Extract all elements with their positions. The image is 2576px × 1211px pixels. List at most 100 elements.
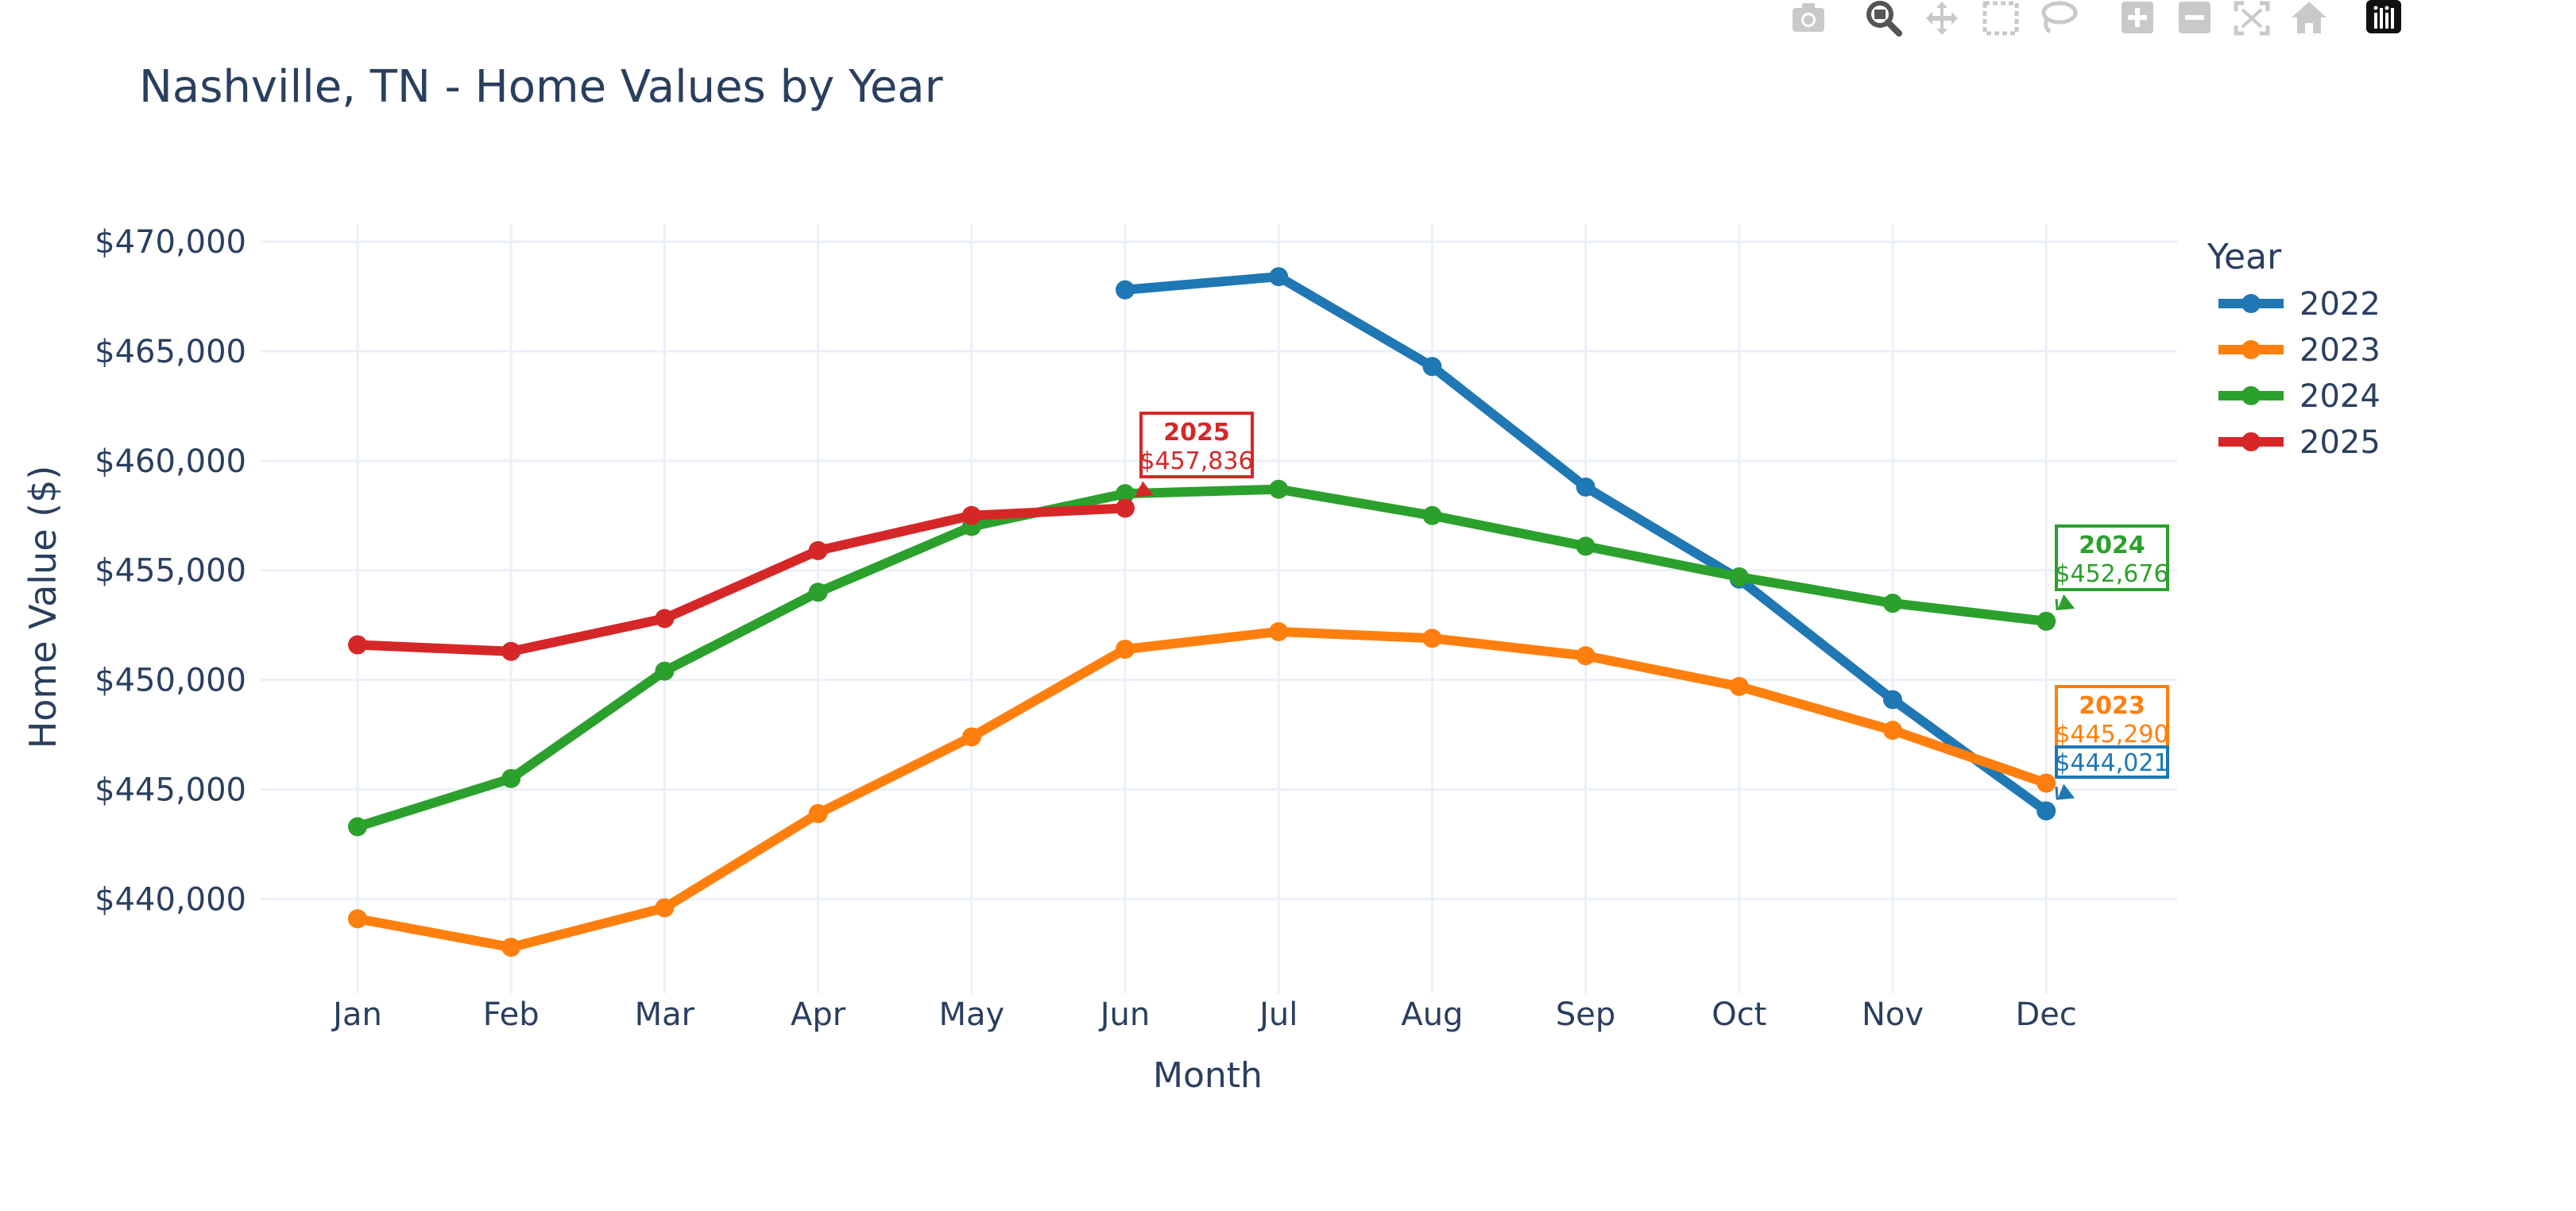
legend[interactable]: Year 2022 2023 2024 2025 [2207, 237, 2381, 461]
data-point[interactable] [1883, 594, 1902, 613]
y-tick-label: $465,000 [95, 334, 246, 370]
legend-label: 2025 [2299, 424, 2381, 461]
box-select-icon[interactable] [1980, 0, 2021, 37]
x-tick-label: Aug [1401, 996, 1463, 1033]
data-point[interactable] [1883, 721, 1902, 741]
x-tick-label: Jan [331, 996, 382, 1033]
x-tick-label: Dec [2015, 996, 2076, 1033]
data-point[interactable] [1883, 690, 1902, 710]
data-point[interactable] [1422, 357, 1442, 377]
data-point[interactable] [2036, 801, 2056, 821]
x-tick-label: Oct [1712, 996, 1766, 1033]
annotation-arrow [2055, 598, 2059, 610]
data-point[interactable] [655, 661, 675, 681]
x-tick-label: May [938, 996, 1004, 1033]
lasso-icon[interactable] [2037, 0, 2079, 37]
annotation-2022: $444,0212022 [2055, 745, 2169, 800]
x-axis-ticks: Jan Feb Mar Apr May Jun Jul Aug Sep Oct Nov Dec [331, 996, 2077, 1033]
zoom-in-icon[interactable] [2117, 0, 2158, 37]
data-point[interactable] [501, 938, 521, 958]
x-tick-label: Feb [483, 996, 540, 1033]
data-point[interactable] [1576, 646, 1595, 666]
data-point[interactable] [2036, 773, 2056, 793]
annotation-year: 2024 [2079, 532, 2145, 559]
data-point[interactable] [808, 803, 828, 823]
data-point[interactable] [961, 505, 981, 525]
series-line-2024 [353, 484, 2052, 832]
data-point[interactable] [808, 540, 828, 560]
annotation-year: 2025 [1163, 419, 1230, 447]
x-axis-label: Month [1153, 1055, 1263, 1096]
x-tick-label: Apr [791, 996, 846, 1033]
series-line-2023 [353, 626, 2052, 953]
data-point[interactable] [655, 898, 675, 918]
legend-title: Year [2207, 237, 2282, 277]
y-axis-ticks: $440,000 $445,000 $450,000 $455,000 $460,000… [95, 224, 246, 918]
legend-swatch-marker [2241, 386, 2261, 405]
annotation-value: $457,836 [1139, 447, 1253, 475]
legend-swatch-marker [2241, 340, 2261, 359]
annotation-box [1139, 412, 1254, 478]
data-point[interactable] [1116, 498, 1135, 518]
data-point[interactable] [1269, 267, 1289, 287]
zoom-icon[interactable] [1862, 0, 1904, 37]
data-point[interactable] [1269, 479, 1289, 499]
data-point[interactable] [1729, 567, 1749, 587]
x-tick-label: Mar [635, 996, 695, 1033]
data-point[interactable] [961, 727, 981, 747]
data-point[interactable] [1116, 280, 1135, 300]
annotation-value: $452,676 [2055, 560, 2168, 588]
data-point[interactable] [1729, 676, 1749, 696]
autoscale-icon[interactable] [2231, 0, 2272, 37]
annotation-arrowhead [2057, 783, 2075, 800]
data-point[interactable] [348, 909, 367, 929]
annotations: 2025$457,836 2024$452,676 2023$445,290$444… [1135, 412, 2169, 800]
data-point[interactable] [2036, 611, 2056, 631]
data-point[interactable] [1269, 621, 1289, 641]
x-tick-label: Nov [1862, 996, 1924, 1033]
data-point[interactable] [501, 768, 521, 788]
camera-icon[interactable] [1788, 0, 1829, 37]
annotation-2025: 2025$457,836 [1135, 412, 1254, 498]
legend-label: 2022 [2299, 286, 2381, 323]
legend-label: 2023 [2299, 332, 2381, 369]
data-point[interactable] [1116, 484, 1135, 504]
legend-label: 2024 [2299, 378, 2381, 415]
data-point[interactable] [1576, 477, 1595, 497]
series-2022 [1116, 267, 2056, 821]
data-point[interactable] [1116, 640, 1135, 660]
data-point[interactable] [348, 817, 367, 837]
annotation-arrowhead [1136, 481, 1154, 497]
pan-icon[interactable] [1921, 0, 1963, 37]
legend-item-2022[interactable]: 2022 [2218, 286, 2381, 323]
data-point[interactable] [1422, 505, 1442, 525]
legend-item-2023[interactable]: 2023 [2218, 332, 2381, 369]
reset-axes-icon[interactable] [2288, 0, 2330, 37]
legend-item-2024[interactable]: 2024 [2218, 378, 2381, 415]
data-point[interactable] [655, 609, 675, 629]
modebar [1772, 0, 2408, 40]
legend-swatch-marker [2241, 432, 2261, 451]
y-tick-label: $460,000 [95, 443, 246, 480]
y-axis-label: Home Value ($) [21, 466, 64, 749]
series-2024 [348, 479, 2056, 837]
data-point[interactable] [501, 641, 521, 661]
series-layer [348, 267, 2056, 958]
y-tick-label: $440,000 [95, 881, 246, 918]
annotation-arrowhead [2057, 594, 2075, 610]
annotation-box [2055, 745, 2169, 779]
x-tick-label: Jul [1257, 996, 1298, 1033]
series-line-2025 [353, 503, 1130, 656]
x-tick-label: Sep [1556, 996, 1615, 1033]
x-tick-label: Jun [1098, 996, 1151, 1033]
data-point[interactable] [1422, 629, 1442, 648]
zoom-out-icon[interactable] [2174, 0, 2215, 37]
y-tick-label: $455,000 [95, 553, 246, 590]
data-point[interactable] [348, 635, 367, 655]
plotly-logo-icon[interactable] [2363, 0, 2404, 37]
y-tick-label: $470,000 [95, 224, 246, 261]
annotation-arrow [2055, 786, 2059, 800]
data-point[interactable] [1576, 536, 1595, 556]
data-point[interactable] [808, 582, 828, 602]
legend-item-2025[interactable]: 2025 [2218, 424, 2381, 461]
